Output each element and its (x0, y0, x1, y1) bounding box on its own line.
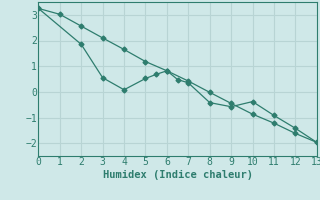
X-axis label: Humidex (Indice chaleur): Humidex (Indice chaleur) (103, 170, 252, 180)
